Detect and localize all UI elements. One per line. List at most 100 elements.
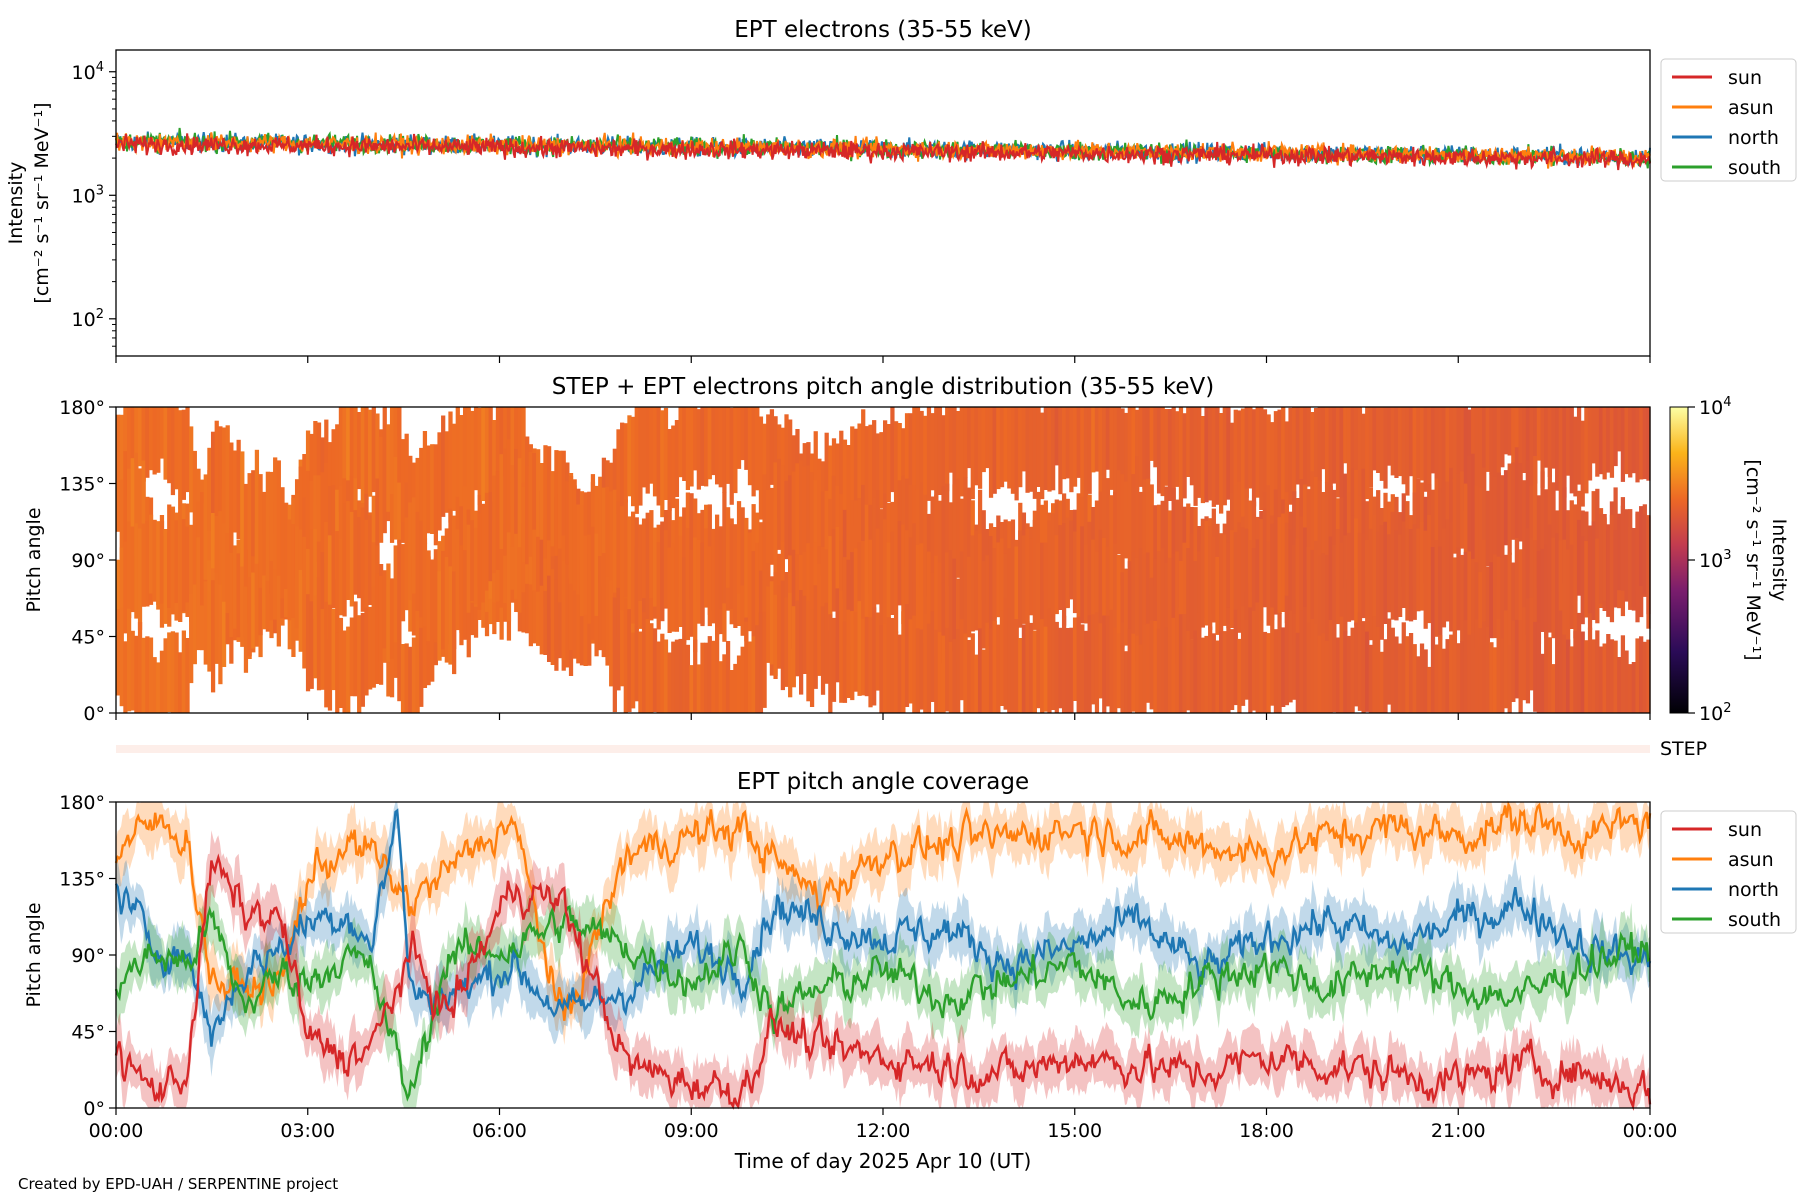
panel2-heat-cell xyxy=(1127,407,1132,508)
panel2-heat-cell xyxy=(583,535,588,615)
panel2-heat-cell xyxy=(1416,407,1421,479)
panel2-heat-cell xyxy=(689,549,694,637)
panel2-heat-cell xyxy=(773,416,778,502)
panel2-heat-cell xyxy=(1540,548,1545,632)
panel3-legend: sun asun north south xyxy=(1660,810,1797,934)
panel2-heat-cell xyxy=(828,445,833,523)
panel2-heat-cell xyxy=(1591,639,1596,713)
panel2-heat-cell xyxy=(970,535,975,632)
panel2-heat-cell xyxy=(214,493,219,573)
panel2-heat-cell xyxy=(766,586,771,663)
panel2-heat-cell xyxy=(1620,407,1626,482)
panel2-heat-cell xyxy=(1124,481,1129,559)
panel2-heat-cell xyxy=(1036,628,1041,709)
panel2-heat-cell xyxy=(1525,460,1531,572)
panel2-heat-cell xyxy=(1266,541,1271,626)
panel1-series-group xyxy=(115,127,1651,171)
panel2-heat-cell xyxy=(550,569,555,665)
panel2-heat-cell xyxy=(568,475,574,584)
panel2-heat-cell xyxy=(1171,407,1176,505)
panel2-heat-cell xyxy=(163,407,168,480)
panel2-heat-cell xyxy=(645,407,650,494)
panel2-heat-cell xyxy=(1423,530,1428,629)
panel2-heat-cell xyxy=(952,484,957,596)
panel2-heat-cell xyxy=(1036,543,1041,632)
panel2-heat-cell xyxy=(736,655,742,713)
panel2-heat-cell xyxy=(1598,513,1604,604)
panel2-heat-cell xyxy=(853,612,859,692)
panel2-heat-cell xyxy=(1061,407,1067,480)
panel2-heat-cell xyxy=(189,525,194,622)
panel2-heat-cell xyxy=(470,520,475,602)
panel2-heat-cell xyxy=(967,487,972,576)
panel2-heat-cell xyxy=(1390,407,1395,476)
panel2-heat-cell xyxy=(1105,546,1111,625)
panel2-heat-cell xyxy=(883,519,888,633)
panel2-heat-cell xyxy=(452,515,457,597)
panel2-y-ticks: 0° 45° 90° 135° 180° xyxy=(59,397,116,725)
panel2-heat-cell xyxy=(1445,407,1450,486)
panel2-heat-cell xyxy=(1569,407,1574,494)
panel2-heat-cell xyxy=(1324,482,1330,559)
panel2-heat-cell xyxy=(152,407,157,475)
panel2-heat-cell xyxy=(1186,407,1191,477)
panel2-heat-cell xyxy=(700,642,705,713)
panel2-heat-cell xyxy=(1639,636,1644,713)
panel2-heat-cell xyxy=(1321,553,1326,660)
panel2-heat-cell xyxy=(1580,631,1585,713)
panel2-heat-cell xyxy=(620,506,625,612)
panel2-heat-cell xyxy=(590,474,596,571)
panel2-heat-cell xyxy=(495,471,501,570)
panel2-heat-cell xyxy=(945,552,950,649)
panel2-heat-cell xyxy=(459,415,464,507)
panel2-heat-cell xyxy=(937,632,943,713)
panel2-heat-cell xyxy=(959,619,964,701)
panel2-heat-cell xyxy=(755,407,760,491)
panel2-heat-cell xyxy=(992,620,997,713)
panel2-heat-cell xyxy=(959,407,964,497)
panel2-heat-cell xyxy=(1211,536,1216,623)
panel2-heat-cell xyxy=(364,407,369,500)
panel2-heat-cell xyxy=(174,632,179,713)
panel2-heat-cell xyxy=(557,450,563,549)
panel2-heat-cell xyxy=(170,508,176,615)
panel2-heat-cell xyxy=(1211,633,1216,713)
panel2-heat-cell xyxy=(1102,537,1107,653)
panel2-heat-cell xyxy=(207,549,212,629)
panel2-heat-cell xyxy=(448,508,453,623)
panel2-heat-cell xyxy=(886,542,891,625)
panel2-heat-cell xyxy=(711,407,716,476)
panel2-heat-cell xyxy=(704,642,709,713)
panel2-heat-cell xyxy=(729,524,734,609)
panel3-xtick-label-6: 18:00 xyxy=(1239,1120,1294,1142)
panel2-heat-cell xyxy=(189,426,194,513)
panel2-heat-cell xyxy=(320,609,325,690)
panel2-heat-cell xyxy=(1372,515,1377,628)
panel2-heat-cell xyxy=(930,496,935,580)
panel2-heat-cell xyxy=(462,550,468,640)
panel2-heat-cell xyxy=(368,606,373,690)
panel2-heat-cell xyxy=(207,447,212,531)
panel2-heat-cell xyxy=(901,611,906,713)
panel2-heat-cell xyxy=(948,407,953,473)
panel2-heat-cell xyxy=(988,407,994,498)
panel2-heat-cell xyxy=(258,474,263,588)
panel2-heat-cell xyxy=(1255,407,1260,498)
panel2-heat-cell xyxy=(1040,619,1045,713)
panel2-heat-cell xyxy=(1010,407,1016,494)
panel2-heat-cell xyxy=(1043,542,1048,631)
panel2-heat-cell xyxy=(320,472,325,562)
panel2-heat-cell xyxy=(1160,548,1165,653)
panel2-heat-cell xyxy=(1321,492,1326,579)
panel2-heat-cell xyxy=(1642,514,1647,594)
panel2-heat-cell xyxy=(181,519,186,612)
panel2-heat-cell xyxy=(828,536,833,631)
panel2-heat-cell xyxy=(1361,621,1366,713)
panel2-heat-cell xyxy=(517,407,523,481)
panel2-heat-cell xyxy=(371,407,376,493)
panel2-heat-cell xyxy=(904,604,910,707)
panel2-heat-cell xyxy=(1215,407,1220,505)
panel2-heat-cell xyxy=(850,552,855,646)
colorbar-label-line1: Intensity xyxy=(1768,519,1790,602)
panel2-heat-cell xyxy=(1175,411,1180,487)
